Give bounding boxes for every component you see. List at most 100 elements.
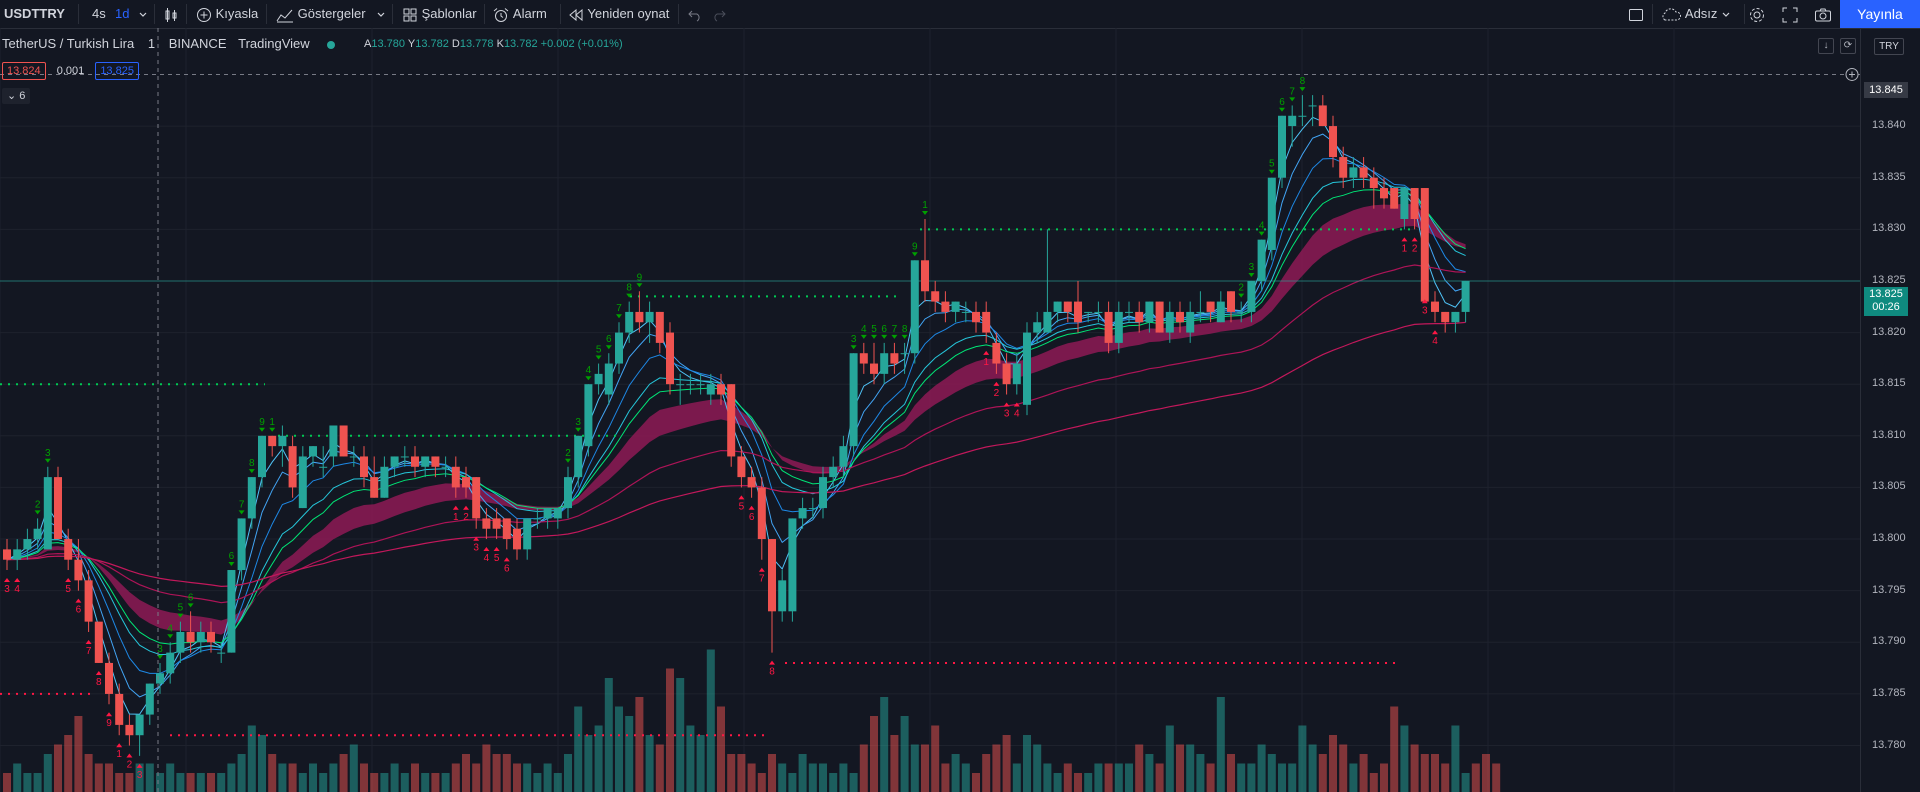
volume-bar: [258, 735, 266, 792]
volume-bars: [3, 649, 1501, 792]
publish-button[interactable]: Yayınla: [1840, 0, 1920, 28]
candle-body: [686, 384, 695, 386]
candle-body: [84, 580, 93, 622]
td-sell-triangle: [126, 753, 133, 758]
candle-body: [696, 384, 705, 386]
volume-bar: [1451, 725, 1460, 792]
candle-body: [278, 435, 287, 447]
candle-body: [645, 311, 654, 323]
symbol-search[interactable]: USDTTRY: [4, 6, 65, 21]
buy-price-button[interactable]: 13.825: [95, 62, 139, 80]
td-count-label: 8: [769, 667, 775, 678]
candle-body: [1053, 301, 1062, 312]
td-count-label: 6: [749, 512, 755, 523]
td-sell-triangle: [1013, 402, 1020, 407]
camera-icon[interactable]: [1814, 0, 1832, 28]
price-axis-border: [1860, 28, 1861, 792]
volume-bar: [1318, 754, 1327, 792]
fullscreen-square-icon[interactable]: [1628, 0, 1644, 28]
close-value: 13.782: [503, 38, 538, 50]
td-sell-triangle: [738, 495, 745, 500]
replay-button[interactable]: Yeniden oynat: [568, 0, 669, 28]
volume-bar: [870, 716, 878, 792]
volume-bar: [441, 773, 450, 792]
alarm-button[interactable]: Alarm: [492, 0, 547, 28]
volume-bar: [1043, 763, 1052, 792]
candle-body: [1125, 311, 1133, 313]
volume-bar: [94, 763, 103, 792]
td-count-label: 7: [1289, 86, 1295, 97]
top-toolbar: USDTTRY 4s 1d Kıyasla Göstergeler Şablon…: [0, 0, 1920, 29]
candle-body: [747, 477, 756, 488]
candle-body: [23, 539, 32, 550]
volume-bar: [839, 763, 848, 792]
td-count-label: 6: [504, 563, 510, 574]
indicators-collapse-button[interactable]: ⌄ 6: [2, 88, 31, 104]
candle-body: [553, 508, 562, 519]
volume-bar: [992, 744, 1001, 792]
volume-bar: [298, 773, 307, 792]
currency-button[interactable]: TRY: [1874, 38, 1904, 55]
candle-body: [666, 332, 674, 385]
volume-bar: [278, 763, 287, 792]
layout-menu[interactable]: Adsız: [1660, 0, 1731, 28]
volume-bar: [972, 773, 980, 792]
gear-icon[interactable]: [1748, 0, 1766, 28]
plus-icon: [1849, 71, 1855, 78]
candle-body: [1298, 115, 1307, 117]
td-count-label: 4: [586, 365, 592, 376]
interval-1d[interactable]: 1d: [115, 6, 130, 21]
volume-bar: [737, 754, 746, 792]
volume-bar: [176, 773, 185, 792]
compare-button[interactable]: Kıyasla: [196, 0, 258, 28]
volume-bar: [1002, 735, 1011, 792]
td-count-label: 6: [881, 324, 887, 335]
high-value: 13.782: [415, 38, 449, 50]
td-buy-triangle: [1279, 107, 1285, 112]
arrow-down-icon[interactable]: ↓: [1818, 38, 1834, 54]
crosshair-price-label: 13.845: [1864, 82, 1908, 98]
volume-bar: [472, 763, 481, 792]
candle-body: [43, 477, 52, 550]
volume-bar: [33, 773, 42, 792]
price-tick: 13.790: [1872, 635, 1906, 648]
legend-title[interactable]: TetherUS / Turkish Lira: [2, 36, 135, 51]
td-count-label: 6: [1279, 97, 1285, 108]
chevron-down-icon[interactable]: [376, 0, 386, 28]
volume-bar: [676, 678, 685, 792]
candle-body: [1237, 311, 1246, 313]
td-count-label: 2: [565, 448, 571, 459]
sync-icon[interactable]: ⟳: [1840, 38, 1856, 54]
volume-bar: [1063, 763, 1072, 792]
alarm-label: Alarm: [512, 6, 547, 21]
candle-body: [513, 528, 521, 550]
redo-icon[interactable]: [712, 0, 726, 28]
volume-bar: [1033, 744, 1042, 792]
price-tick: 13.835: [1872, 170, 1906, 183]
candle-type-icon[interactable]: [163, 0, 179, 28]
td-buy-triangle: [860, 334, 867, 339]
candle-body: [880, 353, 889, 374]
candle-body: [1420, 188, 1429, 302]
chevron-down-icon[interactable]: [138, 0, 148, 28]
td-count-label: 3: [4, 584, 10, 595]
price-tick: 13.800: [1872, 532, 1906, 545]
td-buy-triangle: [595, 355, 602, 360]
td-count-label: 5: [1269, 159, 1275, 170]
indicators-button[interactable]: Göstergeler: [276, 0, 366, 28]
volume-bar: [1267, 754, 1276, 792]
interval-4s[interactable]: 4s: [92, 6, 106, 21]
sell-price-button[interactable]: 13.824: [2, 62, 46, 80]
templates-button[interactable]: Şablonlar: [402, 0, 477, 28]
spread-value: 0.001: [56, 65, 85, 77]
candle-body: [717, 384, 725, 395]
candle-body: [1339, 157, 1348, 178]
candle-body: [207, 631, 215, 643]
candle-body: [1410, 188, 1419, 219]
candle-body: [1206, 301, 1215, 312]
undo-icon[interactable]: [688, 0, 702, 28]
td-buy-triangle: [1289, 97, 1296, 102]
fullscreen-icon[interactable]: [1782, 0, 1798, 28]
td-count-label: 6: [76, 605, 82, 616]
